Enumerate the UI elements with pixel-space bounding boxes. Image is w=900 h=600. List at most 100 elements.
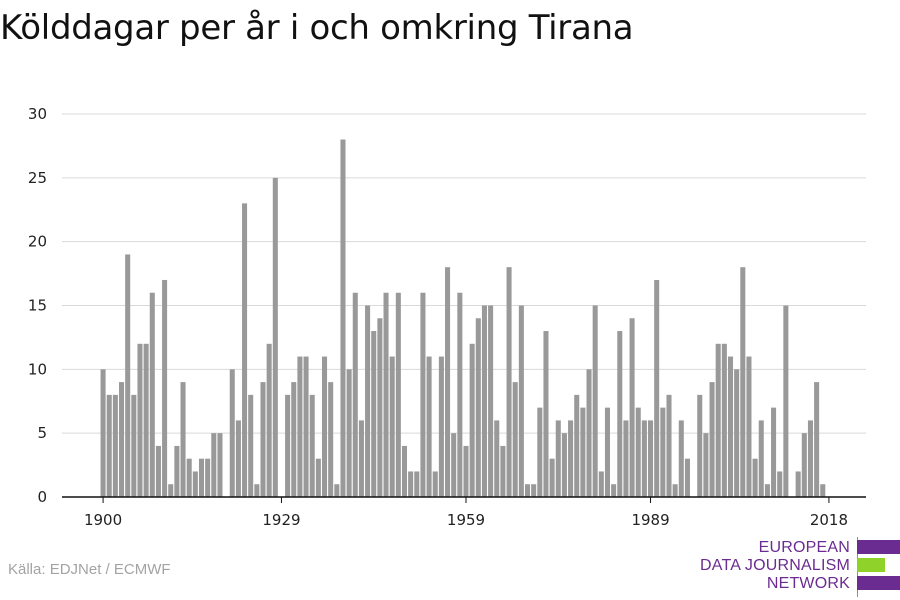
- x-tick-label-1900: 1900: [84, 511, 122, 529]
- bar-1903: [119, 382, 125, 497]
- bar-1981: [598, 471, 604, 497]
- bar-2014: [801, 433, 807, 497]
- bar-1908: [149, 292, 155, 497]
- bar-1931: [291, 382, 297, 497]
- bar-1975: [561, 433, 567, 497]
- logo-bar-purple-top: [857, 540, 900, 554]
- bar-1923: [242, 203, 248, 497]
- bar-2015: [807, 420, 813, 497]
- bar-1932: [297, 356, 303, 497]
- bar-1953: [426, 356, 432, 497]
- bar-1921: [229, 369, 235, 497]
- bar-1987: [635, 407, 641, 497]
- bar-1976: [568, 420, 574, 497]
- y-tick-label-30: 30: [28, 105, 47, 123]
- bar-1971: [537, 407, 543, 497]
- axes: 0 5 10 15 20 25 30 1900 1929 1959 1989 2018: [28, 105, 866, 529]
- bar-1988: [641, 420, 647, 497]
- bar-1992: [666, 394, 672, 497]
- bar-1942: [358, 420, 364, 497]
- chart-title: Kölddagar per år i och omkring Tirana: [0, 8, 634, 48]
- edjnet-logo: EUROPEAN DATA JOURNALISM NETWORK: [700, 537, 900, 597]
- bar-1980: [592, 305, 598, 497]
- bar-1955: [438, 356, 444, 497]
- bar-1917: [205, 458, 211, 497]
- bars: [100, 139, 826, 498]
- logo-bar-purple-bottom: [857, 576, 900, 590]
- bar-1967: [512, 382, 518, 497]
- logo-bar-green: [857, 558, 885, 572]
- bar-2017: [820, 484, 826, 497]
- bar-1933: [303, 356, 309, 497]
- bar-2009: [771, 407, 777, 497]
- bar-1918: [211, 433, 217, 497]
- bar-1997: [697, 394, 703, 497]
- y-tick-label-25: 25: [28, 169, 47, 187]
- bar-1979: [586, 369, 592, 497]
- bar-1926: [260, 382, 266, 497]
- bar-1956: [445, 267, 451, 497]
- bar-1901: [106, 394, 112, 497]
- bar-1954: [432, 471, 438, 497]
- bar-2002: [727, 356, 734, 497]
- logo-line-2: DATA JOURNALISM: [700, 557, 850, 574]
- bar-1951: [414, 471, 420, 497]
- bar-1937: [328, 382, 334, 497]
- bar-1927: [266, 343, 272, 497]
- logo-line-3: NETWORK: [766, 575, 850, 592]
- y-tick-label-15: 15: [28, 297, 47, 315]
- bar-1945: [377, 318, 383, 497]
- x-tick-label-1989: 1989: [631, 511, 669, 529]
- bar-1935: [315, 458, 321, 497]
- bar-1922: [235, 420, 241, 497]
- bar-1977: [574, 394, 580, 497]
- bar-1924: [248, 394, 254, 497]
- y-tick-label-5: 5: [37, 424, 47, 442]
- bar-2016: [814, 382, 820, 497]
- bar-1960: [469, 343, 475, 497]
- bar-2006: [752, 458, 758, 497]
- gridlines: [62, 113, 866, 434]
- bar-1916: [198, 458, 205, 497]
- bar-1946: [383, 292, 389, 497]
- bar-1950: [408, 471, 414, 497]
- bar-2001: [721, 343, 727, 497]
- bar-1936: [321, 356, 328, 497]
- bar-1902: [112, 394, 118, 497]
- bar-1907: [143, 343, 149, 497]
- y-tick-label-0: 0: [37, 488, 47, 506]
- x-tick-label-2018: 2018: [810, 511, 848, 529]
- bar-1984: [617, 331, 623, 497]
- bar-1913: [180, 382, 186, 497]
- bar-1998: [703, 433, 709, 497]
- bar-1909: [155, 445, 161, 497]
- bar-1989: [648, 420, 654, 497]
- bar-2004: [740, 267, 746, 497]
- bar-1947: [389, 356, 395, 497]
- bar-1978: [580, 407, 586, 497]
- bar-1904: [125, 254, 131, 497]
- bar-1958: [457, 292, 463, 497]
- bar-1943: [365, 305, 371, 497]
- bar-1911: [168, 484, 174, 497]
- bar-2011: [783, 305, 789, 497]
- bar-1990: [654, 279, 660, 497]
- y-tick-label-20: 20: [28, 233, 47, 251]
- bar-1961: [475, 318, 481, 497]
- bar-2007: [758, 420, 764, 497]
- bar-1991: [660, 407, 666, 497]
- logo-line-1: EUROPEAN: [758, 539, 850, 556]
- bar-1900: [100, 369, 106, 497]
- bar-1993: [672, 484, 678, 497]
- bar-1940: [346, 369, 352, 497]
- bar-1959: [463, 445, 469, 497]
- bar-1969: [524, 484, 531, 497]
- bar-1928: [272, 177, 278, 498]
- bar-2003: [734, 369, 740, 497]
- bar-2005: [746, 356, 752, 497]
- source-note: Källa: EDJNet / ECMWF: [8, 561, 171, 578]
- bar-1983: [611, 484, 617, 497]
- bar-2000: [715, 343, 721, 497]
- bar-1938: [334, 484, 340, 497]
